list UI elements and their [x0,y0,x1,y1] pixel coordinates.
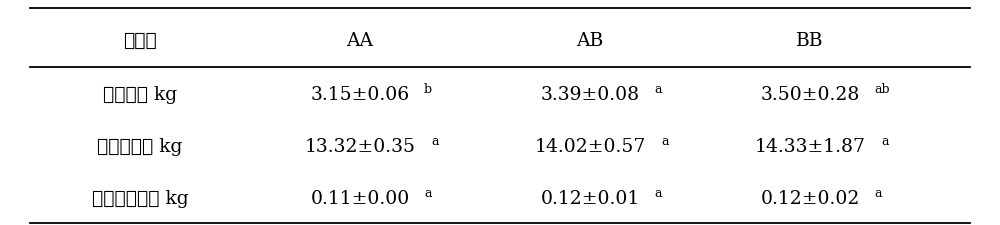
Text: 基因型: 基因型 [123,32,157,50]
Text: 三月龄日增重 kg: 三月龄日增重 kg [92,189,188,207]
Text: AB: AB [576,32,604,50]
Text: a: a [874,186,882,199]
Text: AA: AA [347,32,374,50]
Text: 0.11±0.00: 0.11±0.00 [310,189,410,207]
Text: a: a [424,186,432,199]
Text: a: a [654,83,661,96]
Text: 3.15±0.06: 3.15±0.06 [310,86,410,104]
Text: a: a [662,135,669,148]
Text: 13.32±0.35: 13.32±0.35 [304,137,416,155]
Text: 14.33±1.87: 14.33±1.87 [755,137,866,155]
Text: 0.12±0.02: 0.12±0.02 [760,189,860,207]
Text: a: a [432,135,439,148]
Text: a: a [654,186,662,199]
Text: 0.12±0.01: 0.12±0.01 [540,189,640,207]
Text: 14.02±0.57: 14.02±0.57 [534,137,646,155]
Text: 三月龄体重 kg: 三月龄体重 kg [97,137,183,155]
Text: a: a [882,135,889,148]
Text: 3.50±0.28: 3.50±0.28 [760,86,860,104]
Text: 初生体重 kg: 初生体重 kg [103,86,177,104]
Text: b: b [424,83,432,96]
Text: BB: BB [796,32,824,50]
Text: 3.39±0.08: 3.39±0.08 [540,86,640,104]
Text: ab: ab [874,83,890,96]
